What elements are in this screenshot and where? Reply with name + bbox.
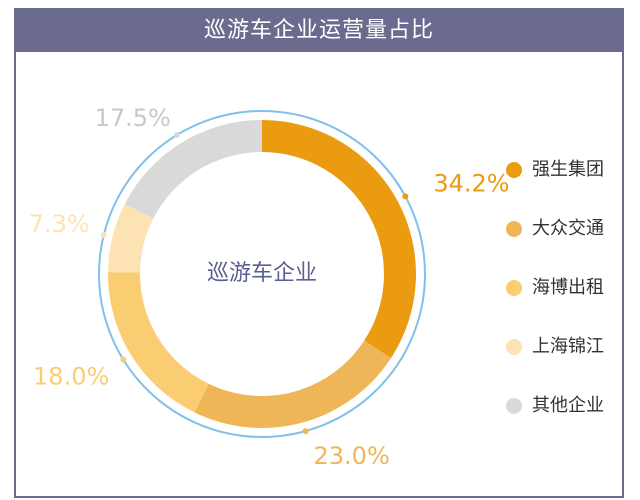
legend-swatch-3 — [506, 339, 522, 355]
legend-item[interactable]: 海博出租 — [506, 276, 636, 300]
slice-value-label-3: 7.3% — [29, 210, 90, 238]
donut-slice-2[interactable] — [108, 272, 209, 413]
slice-marker-2 — [120, 356, 127, 363]
legend-item[interactable]: 大众交通 — [506, 217, 636, 241]
donut-slice-0[interactable] — [262, 120, 416, 359]
slice-marker-1 — [302, 428, 309, 435]
slice-marker-3 — [100, 231, 107, 238]
slice-value-label-2: 18.0% — [33, 363, 109, 391]
legend-swatch-1 — [506, 221, 522, 237]
legend-label: 上海锦江 — [532, 336, 604, 357]
legend-label: 大众交通 — [532, 218, 604, 239]
legend-swatch-4 — [506, 398, 522, 414]
slice-marker-0 — [402, 193, 409, 200]
legend-swatch-0 — [506, 162, 522, 178]
legend-label: 海博出租 — [532, 277, 604, 298]
chart-title: 巡游车企业运营量占比 — [16, 10, 622, 52]
center-label: 巡游车企业 — [207, 261, 317, 286]
slice-marker-4 — [173, 132, 180, 139]
slice-value-label-0: 34.2% — [433, 169, 509, 197]
outer-ring — [98, 110, 426, 438]
legend: 强生集团 大众交通 海博出租 上海锦江 其他企业 — [506, 158, 636, 453]
legend-item[interactable]: 其他企业 — [506, 394, 636, 418]
legend-label: 强生集团 — [532, 159, 604, 180]
legend-label: 其他企业 — [532, 395, 604, 416]
slice-value-label-1: 23.0% — [314, 442, 390, 470]
legend-item[interactable]: 上海锦江 — [506, 335, 636, 359]
legend-swatch-2 — [506, 280, 522, 296]
legend-item[interactable]: 强生集团 — [506, 158, 636, 182]
slice-value-label-4: 17.5% — [95, 104, 171, 132]
donut-slice-3[interactable] — [108, 204, 154, 273]
donut-slice-1[interactable] — [194, 340, 391, 428]
donut-slice-4[interactable] — [124, 120, 262, 219]
